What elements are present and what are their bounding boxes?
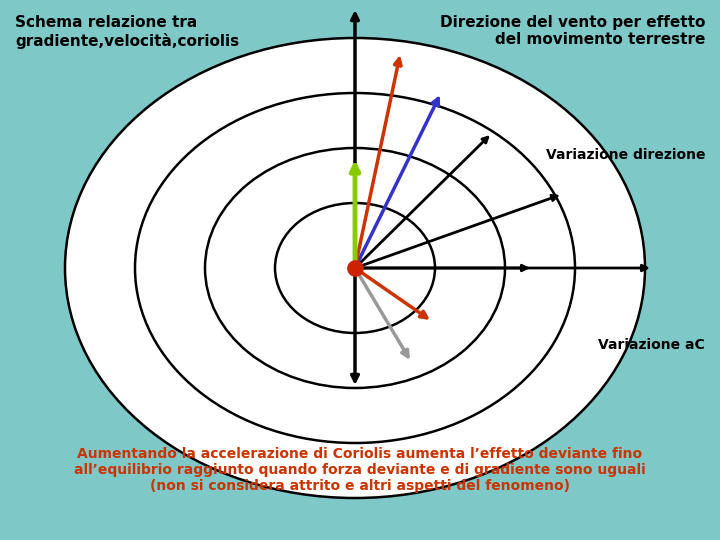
Text: Aumentando la accelerazione di Coriolis aumenta l’effetto deviante fino
all’equi: Aumentando la accelerazione di Coriolis … bbox=[74, 447, 646, 493]
Ellipse shape bbox=[135, 93, 575, 443]
Text: Variazione direzione: Variazione direzione bbox=[546, 148, 705, 162]
Text: Schema relazione tra
gradiente,velocità,coriolis: Schema relazione tra gradiente,velocità,… bbox=[15, 15, 239, 49]
Ellipse shape bbox=[205, 148, 505, 388]
Text: Direzione del vento per effetto
del movimento terrestre: Direzione del vento per effetto del movi… bbox=[440, 15, 705, 48]
Ellipse shape bbox=[275, 203, 435, 333]
Ellipse shape bbox=[65, 38, 645, 498]
Text: Variazione aC: Variazione aC bbox=[598, 338, 705, 352]
